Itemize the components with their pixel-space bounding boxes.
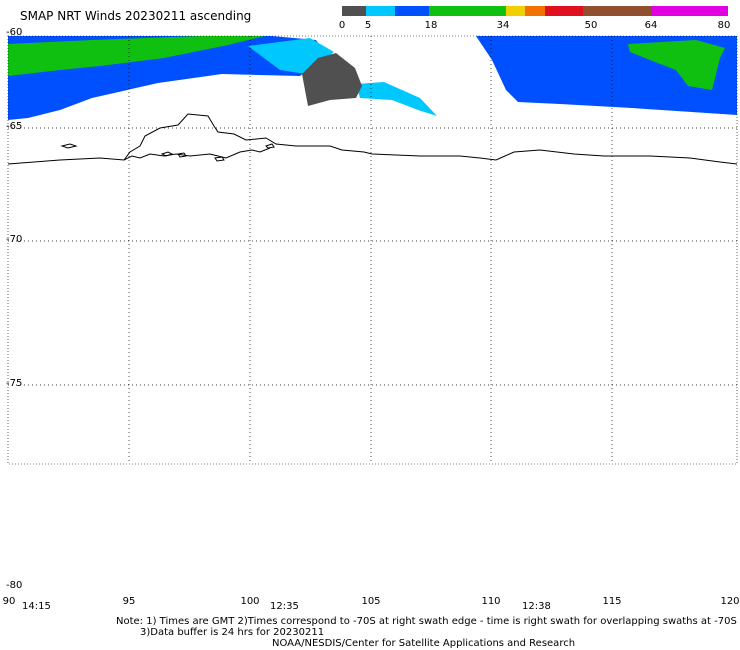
note-line-1: Note: 1) Times are GMT 2)Times correspon… [116, 616, 737, 627]
colorbar-label: 0 [338, 20, 346, 31]
colorbar-segment [506, 6, 526, 16]
wind-swath-west [8, 36, 437, 120]
lon-label: 90 [2, 596, 16, 607]
swath-time-label: 14:15 [22, 601, 51, 612]
note-line-3: NOAA/NESDIS/Center for Satellite Applica… [272, 638, 576, 649]
lat-label: -80 [6, 580, 23, 591]
colorbar-segment [650, 6, 728, 16]
lat-label: -75 [6, 378, 23, 389]
lon-label: 120 [720, 596, 740, 607]
colorbar-segment [583, 6, 651, 16]
swath-time-label: 12:38 [522, 601, 551, 612]
lon-label: 115 [602, 596, 622, 607]
wind-swath-east [476, 36, 737, 115]
colorbar-label: 5 [364, 20, 372, 31]
lon-label: 105 [361, 596, 381, 607]
map-frame [7, 35, 738, 465]
lat-label: -60 [6, 27, 23, 38]
colorbar-segment [395, 6, 429, 16]
lon-label: 110 [481, 596, 501, 607]
colorbar-segment [525, 6, 545, 16]
colorbar-segment [544, 6, 584, 16]
antarctic-coastline [7, 113, 738, 165]
swath-time-label: 12:35 [270, 601, 299, 612]
wind-speed-colorbar [342, 6, 728, 16]
map-title: SMAP NRT Winds 20230211 ascending [20, 9, 252, 23]
lon-label: 100 [240, 596, 260, 607]
colorbar-segment [366, 6, 396, 16]
colorbar-segment [428, 6, 507, 16]
graticule [8, 36, 737, 464]
colorbar-label: 34 [496, 20, 510, 31]
colorbar-label: 64 [644, 20, 658, 31]
colorbar-label: 50 [584, 20, 598, 31]
lat-label: -70 [6, 234, 23, 245]
note-line-2: 3)Data buffer is 24 hrs for 20230211 [140, 627, 325, 638]
colorbar-label: 18 [424, 20, 438, 31]
lat-label: -65 [6, 121, 23, 132]
colorbar-label: 80 [717, 20, 731, 31]
colorbar-segment [342, 6, 367, 16]
lon-label: 95 [122, 596, 136, 607]
